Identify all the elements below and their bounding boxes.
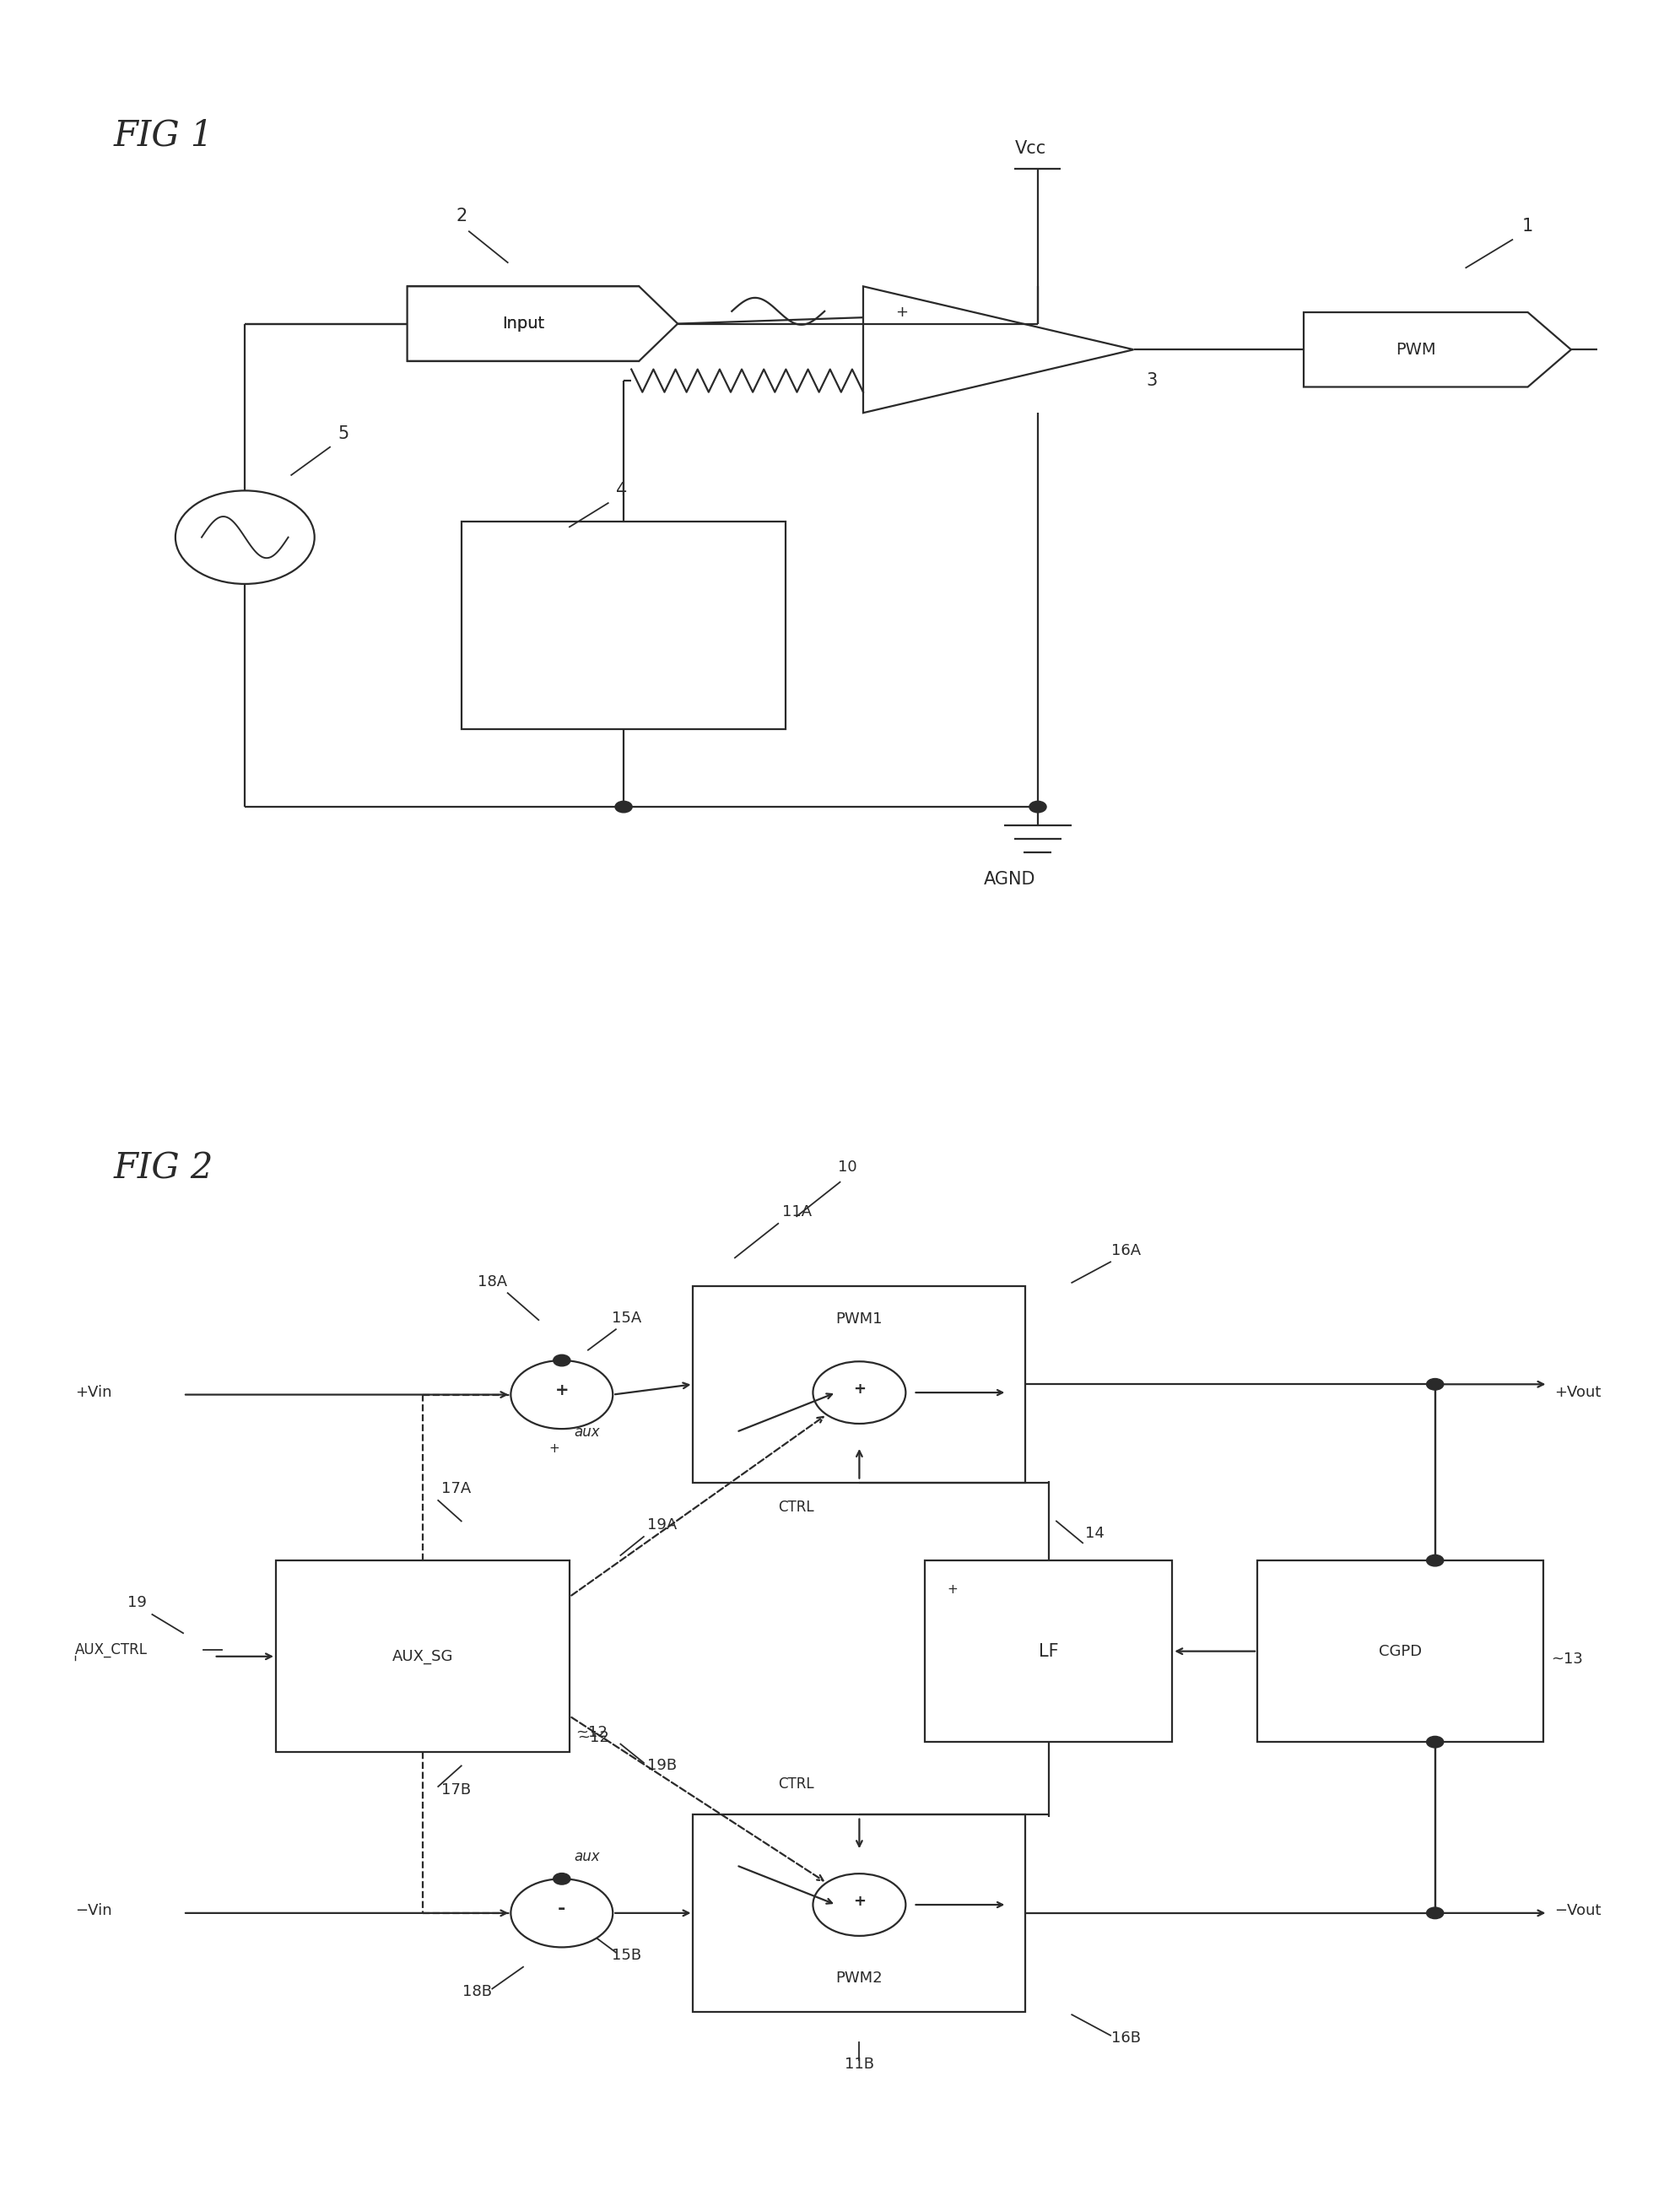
Text: CTRL: CTRL xyxy=(778,1776,815,1791)
Text: 17A: 17A xyxy=(442,1480,470,1496)
Text: CGPD: CGPD xyxy=(1379,1643,1421,1659)
Text: ~13: ~13 xyxy=(1551,1652,1583,1668)
Circle shape xyxy=(511,1880,613,1948)
Text: 15A: 15A xyxy=(612,1310,642,1326)
Text: 1: 1 xyxy=(1522,218,1534,234)
Circle shape xyxy=(615,801,632,812)
Text: CTRL: CTRL xyxy=(778,1500,815,1516)
Text: +: + xyxy=(554,1383,570,1399)
Text: PWM1: PWM1 xyxy=(837,1310,882,1326)
Text: PWM2: PWM2 xyxy=(837,1970,882,1985)
Text: +: + xyxy=(948,1584,958,1595)
Circle shape xyxy=(1426,1379,1443,1390)
Circle shape xyxy=(813,1361,906,1423)
Text: 11A: 11A xyxy=(781,1204,811,1220)
Text: aux: aux xyxy=(575,1849,600,1864)
Circle shape xyxy=(553,1873,570,1884)
Text: ~12: ~12 xyxy=(578,1730,610,1745)
Text: aux: aux xyxy=(575,1425,600,1441)
Circle shape xyxy=(511,1361,613,1429)
Text: 5: 5 xyxy=(338,426,349,441)
Polygon shape xyxy=(1304,313,1571,386)
Text: PWM: PWM xyxy=(1396,342,1436,357)
Text: Input: Input xyxy=(502,315,544,331)
Text: +: + xyxy=(853,1381,865,1396)
Text: 11B: 11B xyxy=(845,2056,874,2071)
Text: +: + xyxy=(895,304,909,320)
FancyBboxPatch shape xyxy=(694,1286,1025,1482)
Circle shape xyxy=(175,490,314,585)
Polygon shape xyxy=(407,287,677,362)
Text: 16B: 16B xyxy=(1110,2032,1141,2045)
Text: -: - xyxy=(558,1899,566,1917)
Text: LF: LF xyxy=(1038,1643,1058,1659)
Text: 14: 14 xyxy=(1085,1527,1105,1542)
Text: Vcc: Vcc xyxy=(1015,141,1047,157)
FancyBboxPatch shape xyxy=(407,287,638,362)
Text: ~12: ~12 xyxy=(576,1725,608,1741)
Text: FIG 2: FIG 2 xyxy=(114,1152,213,1187)
Text: 18B: 18B xyxy=(462,1983,492,1999)
Text: 2: 2 xyxy=(455,207,467,225)
FancyBboxPatch shape xyxy=(926,1560,1173,1743)
Text: 19A: 19A xyxy=(647,1518,677,1533)
Text: 3: 3 xyxy=(1146,373,1158,388)
Circle shape xyxy=(553,1354,570,1366)
Text: FIG 1: FIG 1 xyxy=(114,117,213,152)
Text: +: + xyxy=(549,1443,559,1456)
FancyBboxPatch shape xyxy=(1257,1560,1544,1743)
Text: +Vin: +Vin xyxy=(76,1385,111,1401)
Text: −Vin: −Vin xyxy=(76,1904,113,1919)
Circle shape xyxy=(1030,801,1047,812)
Circle shape xyxy=(1426,1736,1443,1747)
FancyBboxPatch shape xyxy=(694,1816,1025,2012)
Text: AGND: AGND xyxy=(984,871,1035,889)
FancyBboxPatch shape xyxy=(462,523,786,730)
Text: 19B: 19B xyxy=(647,1758,677,1774)
Text: 4: 4 xyxy=(617,483,627,499)
Text: −Vout: −Vout xyxy=(1554,1904,1601,1919)
FancyBboxPatch shape xyxy=(276,1560,570,1752)
Circle shape xyxy=(1426,1908,1443,1919)
Text: +: + xyxy=(853,1895,865,1908)
Circle shape xyxy=(813,1873,906,1937)
Polygon shape xyxy=(864,287,1134,413)
Text: 10: 10 xyxy=(838,1160,857,1176)
Text: AUX_SG: AUX_SG xyxy=(391,1648,454,1663)
Text: 19: 19 xyxy=(128,1595,146,1610)
Text: 17B: 17B xyxy=(442,1782,470,1798)
Text: 16A: 16A xyxy=(1110,1242,1141,1257)
Text: Input: Input xyxy=(502,315,544,331)
Text: 15B: 15B xyxy=(612,1948,642,1963)
Text: AUX_CTRL: AUX_CTRL xyxy=(76,1641,148,1657)
Circle shape xyxy=(1426,1555,1443,1566)
Text: 18A: 18A xyxy=(477,1273,507,1288)
Text: +Vout: +Vout xyxy=(1554,1385,1601,1401)
